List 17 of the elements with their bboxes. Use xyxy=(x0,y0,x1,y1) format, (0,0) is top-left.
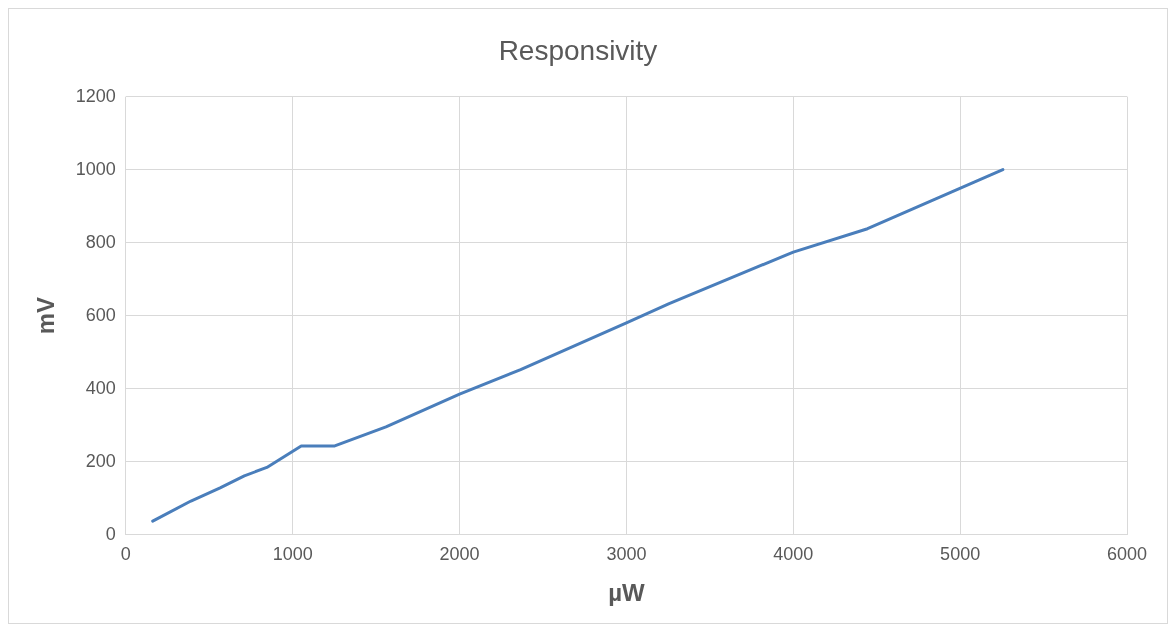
x-tick-label: 1000 xyxy=(272,544,313,565)
y-axis-title: mV xyxy=(32,296,60,335)
y-tick-label: 600 xyxy=(85,304,116,325)
y-tick-label: 0 xyxy=(105,523,116,544)
x-axis-title: µW xyxy=(608,579,646,607)
y-tick-label: 400 xyxy=(85,377,116,398)
chart-title: Responsivity xyxy=(498,34,658,66)
y-tick-label: 800 xyxy=(85,231,116,252)
x-tick-label: 5000 xyxy=(940,544,981,565)
y-tick-label: 200 xyxy=(85,450,116,471)
y-tick-label: 1000 xyxy=(75,158,116,179)
x-tick-label: 0 xyxy=(120,544,131,565)
y-tick-label: 1200 xyxy=(75,85,116,106)
x-tick-label: 2000 xyxy=(439,544,480,565)
x-tick-label: 6000 xyxy=(1106,544,1148,565)
x-tick-label: 3000 xyxy=(606,544,647,565)
x-tick-label: 4000 xyxy=(773,544,814,565)
